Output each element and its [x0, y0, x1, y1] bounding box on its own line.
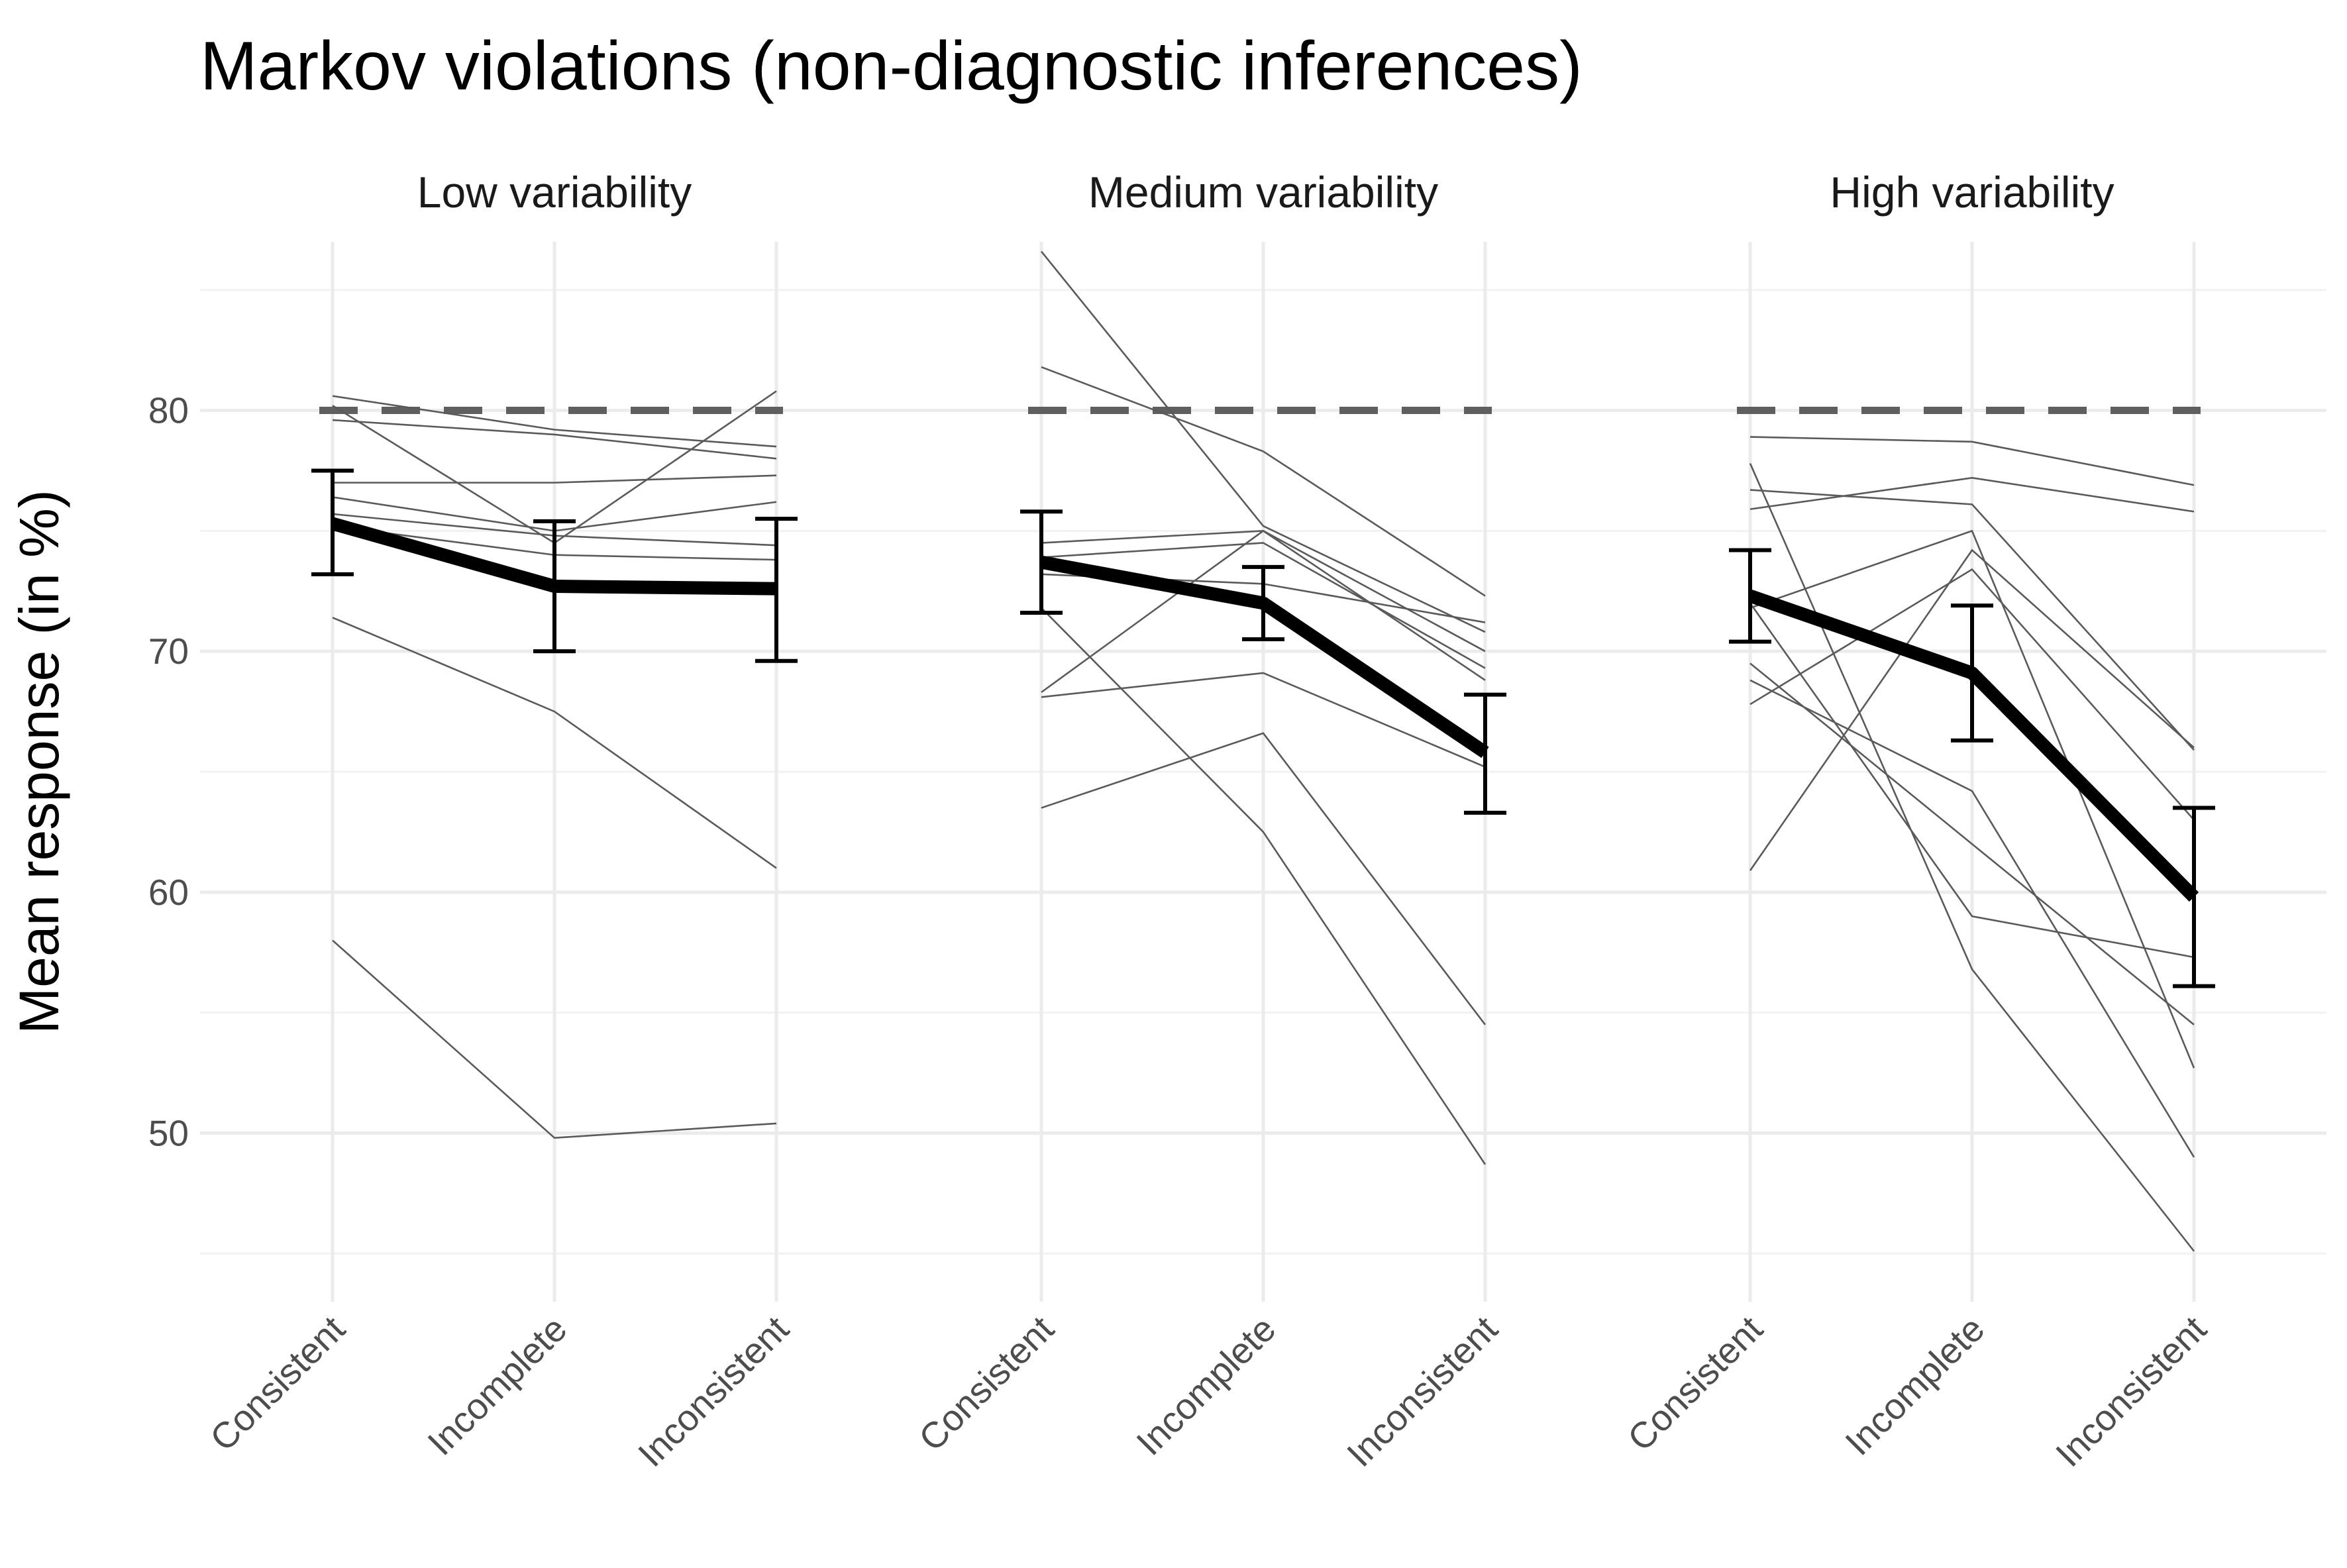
panel-2: High variability Consistent Incomplete Inco… — [1618, 168, 2326, 1475]
x-tick-label: Incomplete — [1128, 1308, 1283, 1463]
panel-label: Medium variability — [1088, 168, 1438, 217]
x-tick-label: Consistent — [1620, 1308, 1771, 1459]
x-tick-label: Inconsistent — [2048, 1308, 2214, 1475]
y-tick-label: 80 — [148, 390, 189, 431]
individual-line — [1041, 732, 1486, 1025]
individual-line — [1041, 542, 1486, 669]
individual-line — [1749, 529, 2195, 1069]
individual-line — [1040, 250, 1486, 633]
y-tick-label: 50 — [148, 1112, 189, 1153]
individual-line — [332, 939, 777, 1139]
panel-label: High variability — [1830, 168, 2114, 217]
error-bar — [755, 517, 798, 663]
x-tick-label: Consistent — [911, 1308, 1062, 1459]
x-tick-label: Consistent — [202, 1308, 353, 1459]
panels: 50 60 70 80 Low variability Consistent Incompl… — [148, 168, 2326, 1475]
error-bar — [1020, 509, 1063, 615]
individual-line — [1749, 549, 2195, 871]
x-tick-label: Incomplete — [419, 1308, 574, 1463]
individual-line — [1749, 679, 2195, 1158]
x-tick-label: Inconsistent — [1339, 1308, 1505, 1475]
panel-1: Medium variability Consistent Incomplete In… — [909, 168, 1618, 1475]
error-bar — [2173, 806, 2215, 988]
individual-line — [1749, 489, 2195, 751]
y-tick-label: 60 — [148, 872, 189, 913]
y-axis-label: Mean response (in %) — [8, 490, 70, 1034]
chart-title: Markov violations (non-diagnostic infere… — [200, 28, 1583, 105]
individual-line — [1749, 436, 2195, 486]
error-bar — [1242, 564, 1284, 641]
error-bar — [1729, 548, 1771, 644]
individual-line — [1749, 568, 2195, 821]
error-bar — [1464, 692, 1506, 815]
individual-line — [1749, 477, 2195, 513]
individual-line — [1749, 602, 2195, 959]
error-bar — [533, 519, 576, 654]
individual-line — [1041, 607, 1486, 1165]
panel-0: Low variability Consistent Incomplete Incon… — [200, 168, 909, 1475]
individual-line — [1749, 662, 2195, 1025]
individual-line — [1041, 529, 1486, 694]
x-tick-label: Incomplete — [1837, 1308, 1992, 1463]
individual-line — [1749, 463, 2195, 1252]
individual-line — [332, 419, 777, 460]
individual-line — [333, 474, 777, 484]
individual-line — [1041, 672, 1486, 768]
panel-label: Low variability — [417, 168, 692, 217]
error-bar — [311, 468, 354, 576]
y-tick-label: 70 — [148, 631, 189, 672]
individual-line — [1041, 366, 1486, 597]
x-tick-label: Inconsistent — [630, 1308, 796, 1475]
error-bar — [1951, 603, 1993, 743]
individual-line — [332, 617, 777, 869]
